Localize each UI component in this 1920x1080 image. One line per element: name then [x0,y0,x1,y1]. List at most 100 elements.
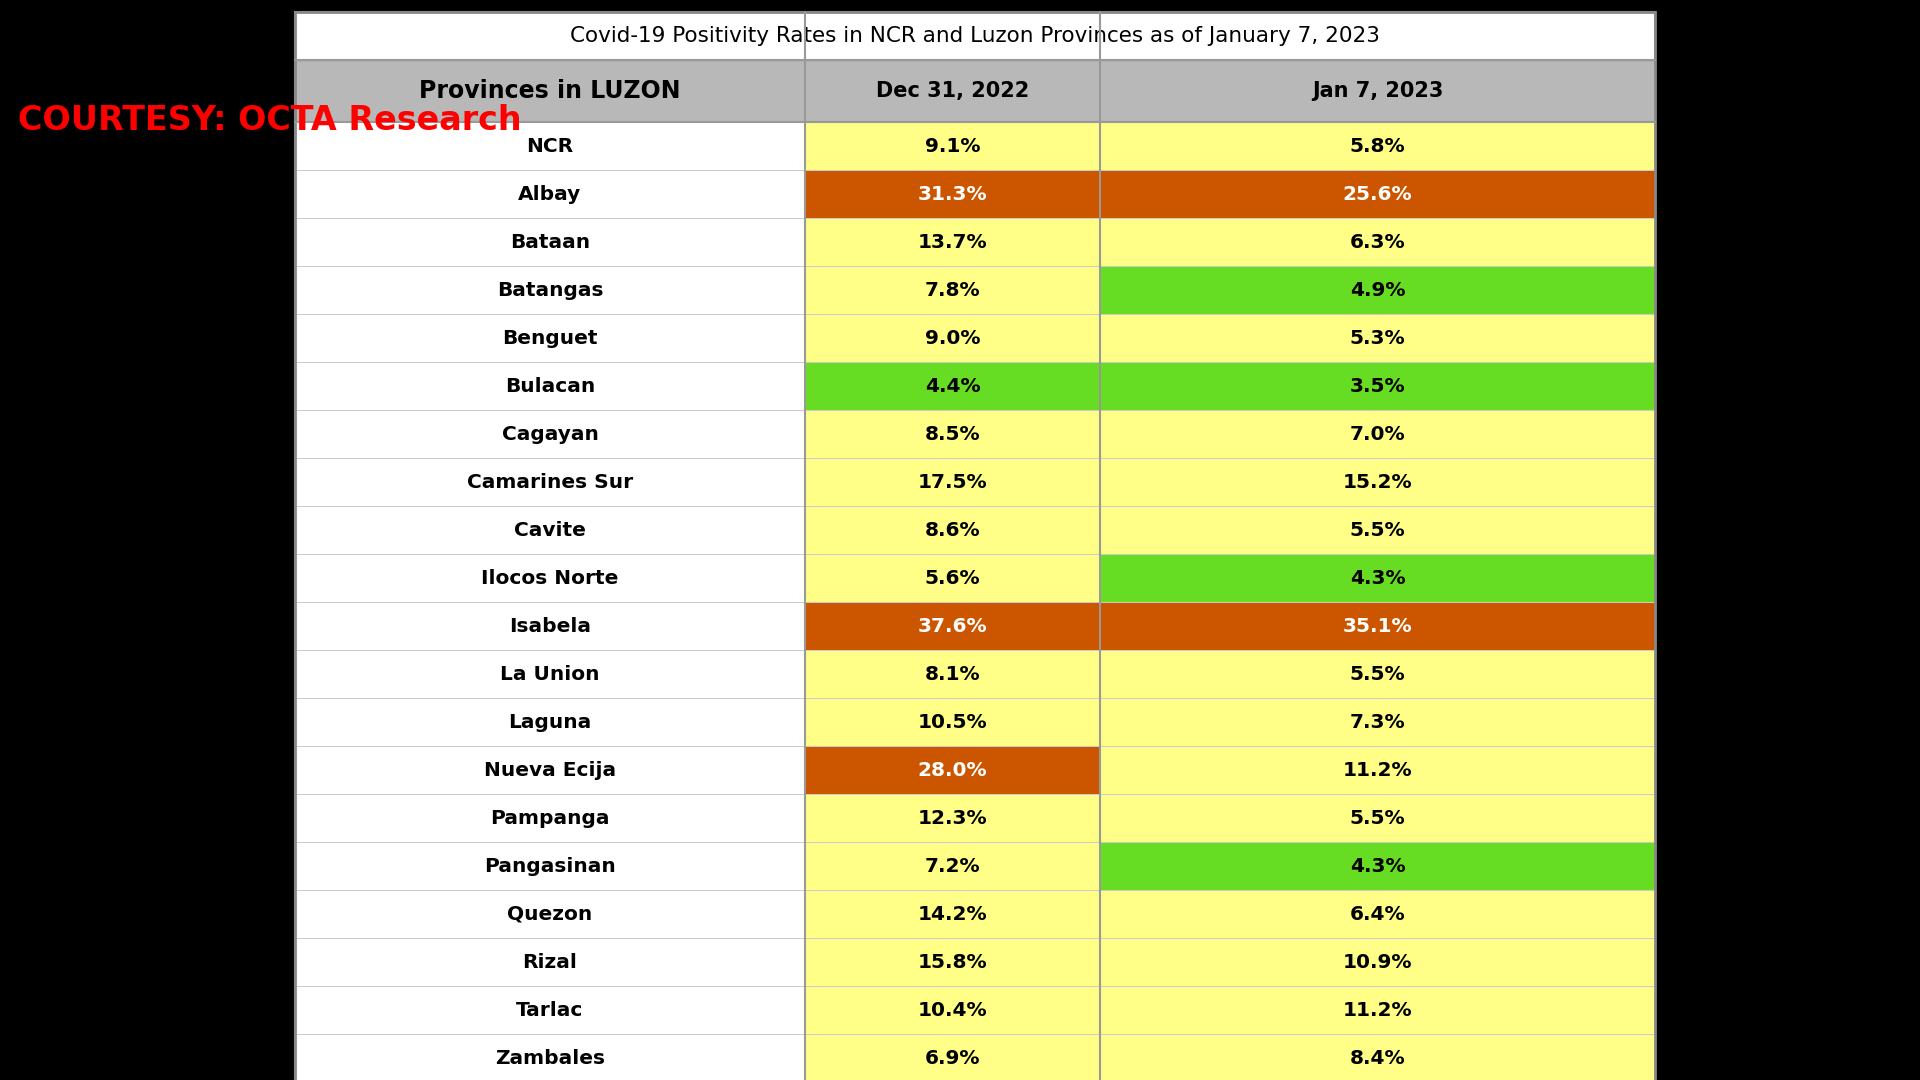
Bar [296,602,804,650]
Text: 10.4%: 10.4% [918,1000,987,1020]
Text: 8.6%: 8.6% [925,521,981,540]
Text: 15.2%: 15.2% [1342,473,1413,491]
Bar [804,986,1100,1034]
Bar [296,986,804,1034]
Bar [804,122,1100,170]
Bar [804,746,1100,794]
Text: 5.8%: 5.8% [1350,136,1405,156]
Text: Batangas: Batangas [497,281,603,299]
Text: 10.5%: 10.5% [918,713,987,731]
Text: Zambales: Zambales [495,1049,605,1067]
Text: 35.1%: 35.1% [1342,617,1413,635]
Text: Cavite: Cavite [515,521,586,540]
Text: Cagayan: Cagayan [501,424,599,444]
Text: Provinces in LUZON: Provinces in LUZON [419,79,682,103]
Bar [804,170,1100,218]
Text: 6.4%: 6.4% [1350,905,1405,923]
Text: COURTESY: OCTA Research: COURTESY: OCTA Research [17,104,522,136]
Text: Isabela: Isabela [509,617,591,635]
Text: Laguna: Laguna [509,713,591,731]
Text: Dec 31, 2022: Dec 31, 2022 [876,81,1029,102]
Text: 5.3%: 5.3% [1350,328,1405,348]
Text: Quezon: Quezon [507,905,593,923]
Bar [296,507,804,554]
Text: 28.0%: 28.0% [918,760,987,780]
Text: 11.2%: 11.2% [1342,760,1413,780]
Bar [804,650,1100,698]
Text: 8.4%: 8.4% [1350,1049,1405,1067]
Bar [1100,698,1655,746]
Text: Tarlac: Tarlac [516,1000,584,1020]
Bar [296,1034,804,1080]
Bar [804,458,1100,507]
Bar [296,939,804,986]
Bar [804,362,1100,410]
Bar [1100,746,1655,794]
Bar [296,842,804,890]
Text: 11.2%: 11.2% [1342,1000,1413,1020]
Bar [804,507,1100,554]
Text: 10.9%: 10.9% [1342,953,1413,972]
Text: 4.3%: 4.3% [1350,568,1405,588]
Bar [804,218,1100,266]
Text: 9.0%: 9.0% [925,328,981,348]
Bar [1100,986,1655,1034]
Bar [1100,650,1655,698]
Bar [1100,266,1655,314]
Text: 9.1%: 9.1% [925,136,981,156]
Text: 5.6%: 5.6% [925,568,981,588]
Text: Albay: Albay [518,185,582,203]
Bar [296,362,804,410]
Text: 5.5%: 5.5% [1350,521,1405,540]
Text: 4.3%: 4.3% [1350,856,1405,876]
Text: 4.9%: 4.9% [1350,281,1405,299]
Text: Bataan: Bataan [511,232,589,252]
Bar [804,602,1100,650]
Bar [804,554,1100,602]
Bar [1100,1034,1655,1080]
Text: 4.4%: 4.4% [925,377,981,395]
Bar [1100,218,1655,266]
Text: 7.8%: 7.8% [925,281,981,299]
Bar [296,746,804,794]
Bar [296,890,804,939]
Text: 6.3%: 6.3% [1350,232,1405,252]
Bar [1100,410,1655,458]
Text: NCR: NCR [526,136,574,156]
Bar [1100,362,1655,410]
Bar [296,12,1655,1080]
Text: Camarines Sur: Camarines Sur [467,473,634,491]
Text: 15.8%: 15.8% [918,953,987,972]
Bar [1100,122,1655,170]
Text: Benguet: Benguet [503,328,597,348]
Text: 3.5%: 3.5% [1350,377,1405,395]
Bar [1100,842,1655,890]
Text: Pangasinan: Pangasinan [484,856,616,876]
Text: Nueva Ecija: Nueva Ecija [484,760,616,780]
Text: 7.0%: 7.0% [1350,424,1405,444]
Bar [296,554,804,602]
Bar [296,650,804,698]
Bar [804,842,1100,890]
Bar [296,794,804,842]
Bar [1100,458,1655,507]
Bar [1100,939,1655,986]
Bar [296,458,804,507]
Bar [804,939,1100,986]
Text: 13.7%: 13.7% [918,232,987,252]
Bar [804,1034,1100,1080]
Text: 25.6%: 25.6% [1342,185,1413,203]
Bar [296,410,804,458]
Bar [804,314,1100,362]
Bar [804,794,1100,842]
Text: Jan 7, 2023: Jan 7, 2023 [1311,81,1444,102]
Text: 8.5%: 8.5% [925,424,981,444]
Bar [804,410,1100,458]
Bar [296,170,804,218]
Bar [1100,554,1655,602]
Text: 37.6%: 37.6% [918,617,987,635]
Text: 8.1%: 8.1% [925,664,981,684]
Text: 5.5%: 5.5% [1350,809,1405,827]
Bar [296,60,1655,122]
Bar [296,698,804,746]
